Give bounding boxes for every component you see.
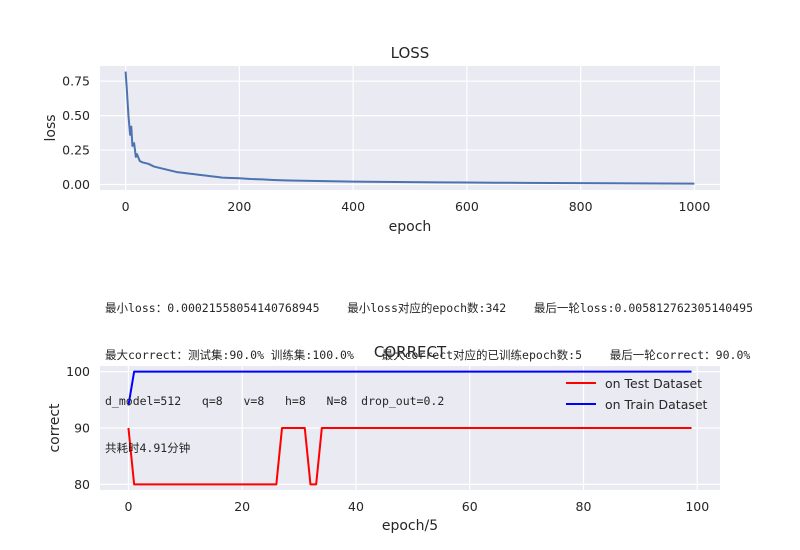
correct-ticks: 0 20 40 60 80 100 80 90 100 — [66, 364, 709, 514]
loss-xtick-label: 800 — [569, 199, 593, 214]
loss-ytick-label: 0.75 — [62, 74, 90, 89]
legend-label-train: on Train Dataset — [605, 397, 708, 412]
correct-legend: on Test Dataset on Train Dataset — [566, 376, 708, 412]
correct-series-line-1 — [127, 370, 692, 406]
loss-xtick-label: 1000 — [678, 199, 710, 214]
legend-label-test: on Test Dataset — [605, 376, 702, 391]
loss-ylabel: loss — [43, 114, 59, 141]
loss-lines — [124, 71, 695, 185]
correct-xlabel: epoch/5 — [382, 518, 438, 534]
correct-xtick-label: 0 — [124, 499, 132, 514]
loss-ytick-label: 0.25 — [62, 143, 90, 158]
loss-chart: 0 200 400 600 800 1000 0.00 0.25 0.50 0.75 LOSS e… — [43, 44, 720, 235]
loss-ticks: 0 200 400 600 800 1000 0.00 0.25 0.50 0.75 — [62, 74, 710, 214]
training-summary: 最小loss：0.00021558054140768945 最小loss对应的e… — [105, 270, 800, 472]
loss-ytick-label: 0.50 — [62, 108, 90, 123]
summary-correct-line: 最大correct：测试集:90.0% 训练集:100.0% 最大correct… — [105, 347, 751, 362]
loss-series-line-0 — [124, 71, 695, 185]
correct-ytick-label: 90 — [74, 421, 90, 436]
loss-xtick-label: 600 — [455, 199, 479, 214]
correct-xtick-label: 40 — [348, 499, 364, 514]
summary-params-line: d_model=512 q=8 v=8 h=8 N=8 drop_out=0.2 — [105, 394, 445, 408]
correct-ytick-label: 80 — [74, 477, 90, 492]
correct-xtick-label: 80 — [576, 499, 592, 514]
loss-title: LOSS — [391, 44, 430, 62]
loss-xtick-label: 200 — [227, 199, 251, 214]
loss-xtick-label: 400 — [341, 199, 365, 214]
loss-xlabel: epoch — [389, 219, 432, 235]
loss-grid — [100, 66, 720, 190]
correct-series-line-0 — [127, 427, 692, 486]
correct-xtick-label: 20 — [234, 499, 250, 514]
correct-title: CORRECT — [374, 343, 447, 361]
correct-lines — [127, 370, 692, 486]
loss-xtick-label: 0 — [122, 199, 130, 214]
loss-ytick-label: 0.00 — [62, 177, 90, 192]
correct-ytick-label: 100 — [66, 364, 90, 379]
summary-loss-line: 最小loss：0.00021558054140768945 最小loss对应的e… — [105, 301, 753, 315]
loss-plot-area — [100, 66, 720, 190]
correct-xtick-label: 60 — [462, 499, 478, 514]
summary-time-line: 共耗时4.91分钟 — [105, 440, 191, 455]
correct-ylabel: correct — [47, 403, 63, 453]
correct-xtick-label: 100 — [685, 499, 709, 514]
correct-chart: 0 20 40 60 80 100 80 90 100 CORRECT epoch/5 corr… — [47, 343, 720, 534]
